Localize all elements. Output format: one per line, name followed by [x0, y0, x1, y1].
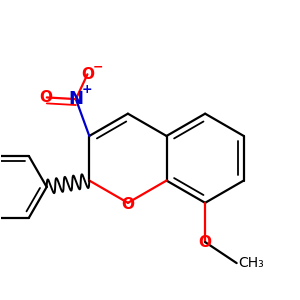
Text: O: O [40, 90, 53, 105]
Text: O: O [81, 67, 94, 82]
Text: O: O [122, 197, 134, 212]
Text: O: O [199, 235, 212, 250]
Text: −: − [93, 61, 103, 74]
Text: N: N [68, 90, 83, 108]
Text: CH₃: CH₃ [238, 256, 264, 270]
Text: +: + [81, 83, 92, 96]
